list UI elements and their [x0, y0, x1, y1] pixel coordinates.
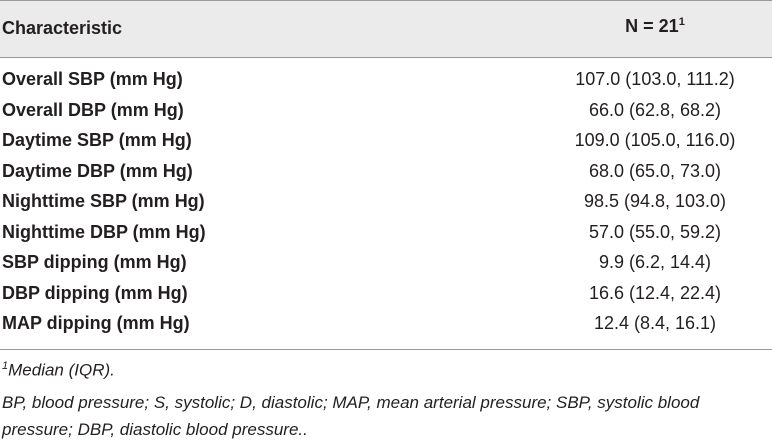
row-value: 66.0 (62.8, 68.2)	[588, 99, 722, 120]
header-n-text: N = 21	[625, 16, 679, 36]
table-bottom-rule	[0, 349, 772, 350]
row-label: SBP dipping (mm Hg)	[2, 252, 187, 272]
row-label: Daytime DBP (mm Hg)	[2, 160, 193, 181]
row-value: 109.0 (105.0, 116.0)	[574, 130, 736, 150]
row-label: Nighttime DBP (mm Hg)	[2, 221, 206, 242]
header-characteristic: Characteristic	[2, 18, 123, 38]
row-value: 16.6 (12.4, 22.4)	[588, 282, 722, 303]
row-value: 68.0 (65.0, 73.0)	[588, 160, 722, 181]
row-label: Daytime SBP (mm Hg)	[2, 130, 192, 150]
row-label: DBP dipping (mm Hg)	[2, 282, 188, 303]
row-value: 12.4 (8.4, 16.1)	[593, 313, 717, 333]
footnote-marker: 1	[2, 360, 9, 372]
row-label: Overall SBP (mm Hg)	[2, 69, 183, 89]
row-value: 9.9 (6.2, 14.4)	[598, 252, 712, 272]
row-label: Nighttime SBP (mm Hg)	[2, 191, 205, 211]
header-n-sup: 1	[678, 16, 685, 28]
row-label: MAP dipping (mm Hg)	[2, 313, 190, 333]
row-label: Overall DBP (mm Hg)	[2, 99, 184, 120]
row-value: 98.5 (94.8, 103.0)	[583, 191, 727, 211]
header-row	[0, 0, 772, 58]
row-value: 57.0 (55.0, 59.2)	[588, 221, 722, 242]
footnote-text: Median (IQR).	[8, 360, 115, 380]
abbreviations: BP, blood pressure; S, systolic; D, dias…	[2, 393, 700, 439]
header-n: N = 211	[540, 16, 770, 37]
row-value: 107.0 (103.0, 111.2)	[575, 69, 735, 89]
footnote: 1Median (IQR).	[2, 360, 115, 381]
